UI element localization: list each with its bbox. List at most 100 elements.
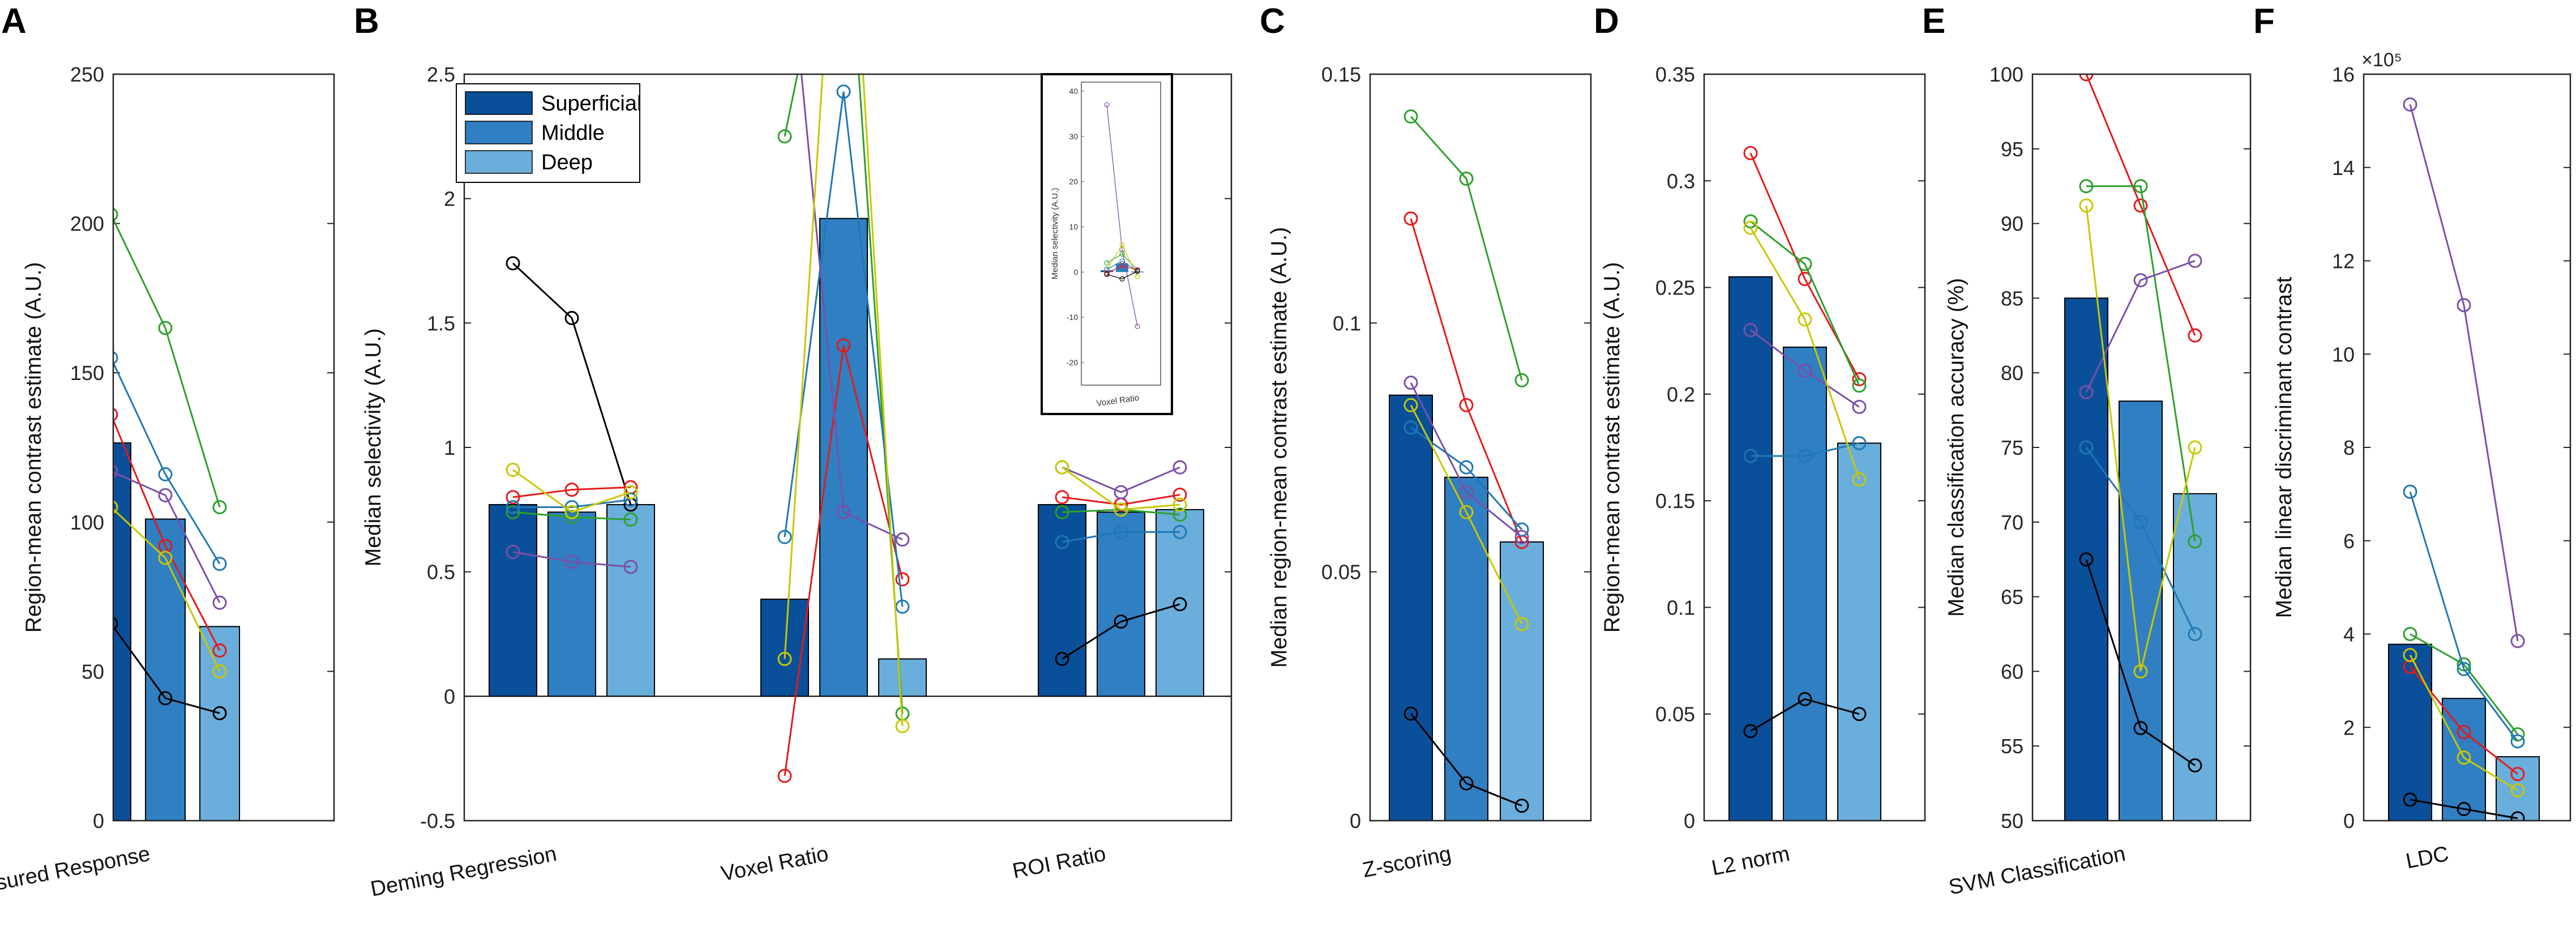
y-axis-label: Median selectivity (A.U.) (361, 328, 386, 566)
data-point (2510, 634, 2525, 648)
subject-line (512, 511, 631, 520)
data-point (1173, 507, 1187, 522)
inset-subject-line (1106, 244, 1138, 277)
plot-area (1389, 109, 1544, 821)
data-point (1743, 724, 1758, 739)
plot-area (1728, 146, 1881, 821)
data-point (1743, 146, 1758, 160)
subject-line (2409, 104, 2519, 642)
data-point (506, 256, 520, 271)
data-point (1403, 398, 1418, 412)
x-category-label: SVM Classification (1947, 842, 2128, 900)
subject-line (513, 498, 631, 508)
data-point (1403, 375, 1418, 390)
data-point (212, 595, 227, 610)
bar (1156, 509, 1204, 697)
data-point (506, 490, 520, 505)
data-point (2510, 734, 2525, 749)
subject-line (1062, 603, 1180, 660)
data-point (1055, 460, 1069, 475)
y-tick-label: 4 (2343, 623, 2355, 646)
inset-data-point (1104, 260, 1110, 266)
data-point (2188, 534, 2202, 549)
panel-a: A 0 50 100 150 200 250 Region-mean contrast est… (0, 2, 335, 903)
data-point (113, 464, 118, 479)
data-point (895, 572, 910, 587)
data-point (506, 500, 520, 514)
data-point (1055, 505, 1069, 519)
subject-line (113, 508, 221, 672)
inset-data-point (1119, 242, 1125, 248)
data-point (1459, 505, 1474, 519)
data-point (623, 492, 638, 507)
y-tick-label: 250 (70, 63, 104, 86)
data-point (895, 719, 910, 733)
y-axis-label: Median region-mean contrast estimate (A.… (1267, 227, 1291, 668)
inset-data-point (1104, 102, 1110, 108)
x-category-label: LDC (2404, 842, 2451, 874)
inset-chart: -20 -10 0 10 20 30 40 Median selectivity (A.U.)… (1041, 73, 1173, 415)
data-point (2510, 783, 2525, 797)
subject-line (1750, 329, 1860, 408)
data-point (1852, 436, 1867, 450)
y-tick-label: 200 (70, 212, 104, 236)
legend-swatch (465, 91, 533, 115)
y-tick-label: 0 (2343, 809, 2355, 833)
subject-line (113, 471, 221, 603)
panel-f: F 0 2 4 6 8 10 12 14 16 Median linear discriminant… (2253, 2, 2571, 874)
data-point (2188, 758, 2202, 773)
axes-box (112, 73, 335, 822)
data-point (2079, 179, 2094, 194)
inset-data-point (1119, 263, 1125, 268)
y-tick-label: 80 (2001, 361, 2023, 385)
data-point (1459, 460, 1474, 475)
y-tick-label: 2.5 (427, 63, 455, 86)
inset-subject-line (1106, 253, 1138, 270)
subject-line (784, 345, 904, 776)
y-tick-label: 60 (2001, 660, 2023, 683)
y-tick-label: 100 (1989, 63, 2023, 86)
data-point (777, 530, 792, 544)
y-tick-label: 6 (2343, 530, 2355, 553)
subject-line (1410, 713, 1522, 807)
inset-data-point (1119, 251, 1125, 257)
data-point (1055, 490, 1069, 505)
axes-box (1369, 73, 1592, 822)
bar (2442, 698, 2486, 821)
data-point (1173, 487, 1187, 502)
data-point (2133, 664, 2148, 679)
subject-line (1410, 218, 1523, 543)
data-point (1173, 597, 1187, 612)
data-point (2403, 648, 2417, 663)
inset-axes-box (1081, 82, 1161, 386)
subject-line (2085, 559, 2196, 766)
y-tick-label: -0.5 (420, 809, 455, 833)
inset-y-axis-label: Median selectivity (A.U.) (1050, 188, 1060, 280)
subject-line (2085, 447, 2196, 635)
data-point (1514, 799, 1529, 813)
subject-line (512, 486, 631, 498)
data-point (623, 485, 638, 500)
data-point (836, 505, 851, 519)
subject-line (113, 417, 221, 651)
inset-subject-line (1106, 261, 1138, 271)
data-point (2133, 198, 2148, 213)
y-tick-label: 0.05 (1321, 561, 1361, 584)
panel-b: B -0.5 0 0.5 1 1.5 2 2.5 Median selectivity (A.U… (354, 2, 1233, 902)
data-point (1114, 502, 1128, 517)
subject-line (2085, 74, 2196, 336)
data-point (1403, 109, 1418, 124)
plot-area (113, 207, 240, 821)
data-point (1743, 214, 1758, 229)
plot-area (489, 74, 1204, 783)
y-tick-label: 0.35 (1655, 63, 1695, 86)
data-point (506, 545, 520, 560)
y-tick-label: 0.1 (1667, 596, 1695, 619)
y-tick-label: 1.5 (427, 311, 455, 335)
data-point (1514, 522, 1529, 537)
subject-line (113, 217, 221, 507)
data-point (158, 551, 173, 565)
data-point (1403, 706, 1418, 721)
y-tick-label: 0.15 (1321, 63, 1361, 86)
y-tick-label: 75 (2001, 436, 2023, 459)
